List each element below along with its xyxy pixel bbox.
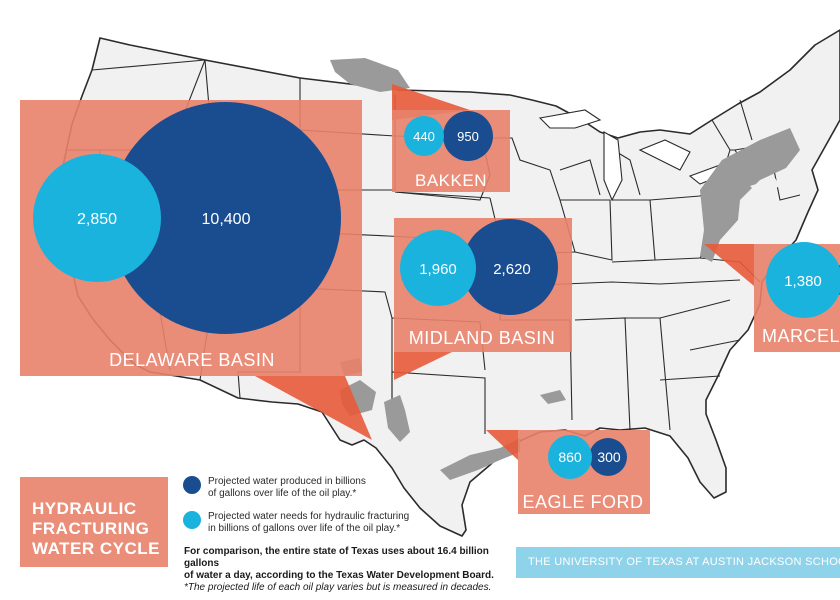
great-lakes bbox=[538, 109, 771, 202]
legend-needs-line-1: Projected water needs for hydraulic frac… bbox=[208, 511, 410, 522]
eagle-ford-label: EAGLE FORD bbox=[522, 492, 643, 512]
title-line-1: HYDRAULIC bbox=[32, 499, 137, 518]
midland-pointer bbox=[394, 352, 452, 380]
delaware-label: DELAWARE BASIN bbox=[109, 350, 275, 370]
delaware-needs-bubble bbox=[33, 154, 161, 282]
title-panel-bg bbox=[20, 477, 168, 567]
marcellus-label: MARCELL bbox=[762, 326, 840, 346]
comparison-note: For comparison, the entire state of Texa… bbox=[184, 546, 514, 594]
midland-label: MIDLAND BASIN bbox=[409, 328, 556, 348]
infographic-title: HYDRAULIC FRACTURING WATER CYCLE bbox=[32, 499, 166, 559]
marcellus-panel: 1,380 MARCELL bbox=[704, 242, 840, 352]
footer-banner: THE UNIVERSITY OF TEXAS AT AUSTIN JACKSO… bbox=[516, 547, 840, 578]
bakken-produced-bubble bbox=[443, 111, 493, 161]
bakken-panel: 440 950 BAKKEN bbox=[392, 84, 510, 192]
delaware-pointer bbox=[255, 376, 372, 440]
bakken-produced-value: 950 bbox=[457, 129, 479, 144]
title-line-2: FRACTURING bbox=[32, 519, 150, 538]
delaware-basin-panel: 2,850 10,400 DELAWARE BASIN bbox=[20, 100, 372, 440]
eagle-ford-panel: 860 300 EAGLE FORD bbox=[486, 430, 650, 514]
midland-needs-bubble bbox=[400, 230, 476, 306]
delaware-produced-value: 10,400 bbox=[202, 211, 251, 228]
marcellus-needs-value: 1,380 bbox=[784, 273, 822, 290]
legend-produced-text: Projected water produced in billions of … bbox=[208, 476, 508, 500]
shale-plays bbox=[330, 58, 800, 480]
eagle-ford-produced-bubble bbox=[589, 438, 627, 476]
marcellus-pointer bbox=[704, 244, 754, 286]
bakken-needs-bubble bbox=[404, 116, 444, 156]
delaware-needs-value: 2,850 bbox=[77, 211, 117, 228]
legend-produced-swatch bbox=[183, 476, 201, 494]
midland-produced-value: 2,620 bbox=[493, 261, 531, 278]
bakken-needs-value: 440 bbox=[413, 129, 435, 144]
title-line-3: WATER CYCLE bbox=[32, 539, 160, 558]
legend-needs-swatch bbox=[183, 511, 201, 529]
eagle-ford-needs-bubble bbox=[548, 435, 592, 479]
eagle-ford-pointer bbox=[486, 430, 518, 460]
eagle-ford-needs-value: 860 bbox=[558, 449, 582, 465]
legend-produced-line-2: of gallons over life of the oil play.* bbox=[208, 488, 357, 499]
eagle-ford-produced-value: 300 bbox=[597, 449, 621, 465]
legend-needs-line-2: in billions of gallons over life of the … bbox=[208, 523, 401, 534]
bakken-label: BAKKEN bbox=[415, 171, 487, 190]
note-line-2: of water a day, according to the Texas W… bbox=[184, 570, 494, 581]
legend-produced-line-1: Projected water produced in billions bbox=[208, 476, 366, 487]
legend-needs-text: Projected water needs for hydraulic frac… bbox=[208, 511, 508, 535]
midland-needs-value: 1,960 bbox=[419, 261, 457, 278]
marcellus-needs-bubble bbox=[766, 242, 840, 318]
midland-basin-panel: 1,960 2,620 MIDLAND BASIN bbox=[394, 218, 572, 380]
note-footnote: *The projected life of each oil play var… bbox=[184, 582, 492, 593]
midland-produced-bubble bbox=[462, 219, 558, 315]
note-line-1: For comparison, the entire state of Texa… bbox=[184, 546, 489, 569]
delaware-produced-bubble bbox=[109, 102, 341, 334]
